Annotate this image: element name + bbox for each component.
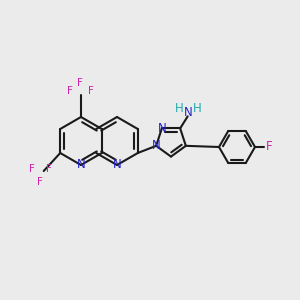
- Text: H: H: [193, 102, 202, 116]
- Text: F: F: [88, 86, 94, 96]
- Text: H: H: [175, 102, 184, 116]
- Text: N: N: [158, 122, 166, 135]
- Text: F: F: [266, 140, 272, 154]
- Text: N: N: [112, 158, 122, 172]
- Text: N: N: [76, 158, 85, 172]
- Text: F: F: [37, 177, 43, 187]
- Text: N: N: [184, 106, 193, 119]
- Text: F: F: [29, 164, 35, 174]
- Text: F: F: [76, 78, 82, 88]
- Text: F: F: [67, 86, 73, 96]
- Text: N: N: [152, 139, 161, 152]
- Text: F: F: [46, 164, 52, 174]
